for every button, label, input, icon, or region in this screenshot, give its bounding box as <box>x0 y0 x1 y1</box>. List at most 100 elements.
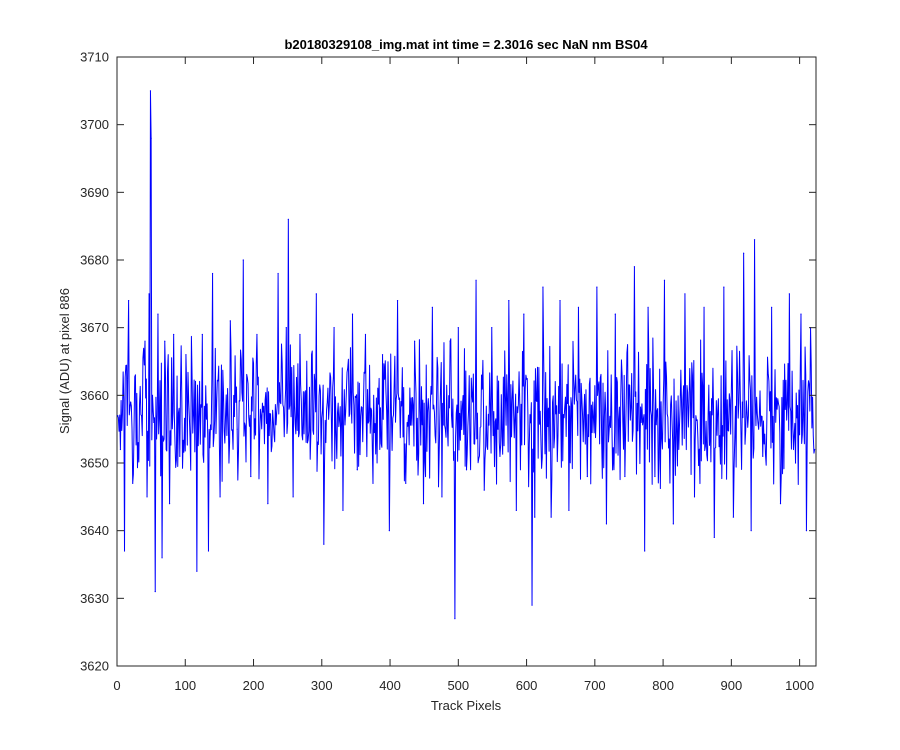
data-point <box>211 272 214 275</box>
data-point <box>703 306 705 308</box>
data-point <box>465 469 468 471</box>
data-point <box>814 448 816 451</box>
series-layer <box>117 90 816 620</box>
data-point <box>323 543 325 545</box>
data-point <box>515 509 517 511</box>
data-point <box>381 354 384 356</box>
data-point <box>723 286 725 288</box>
data-point <box>134 374 137 376</box>
data-point <box>267 503 269 505</box>
data-point <box>128 300 130 302</box>
data-point <box>161 557 163 559</box>
data-point <box>779 503 782 505</box>
data-point <box>713 536 715 539</box>
data-point <box>454 618 456 620</box>
data-point <box>431 306 433 308</box>
data-point <box>132 482 134 484</box>
data-point <box>771 306 773 308</box>
data-point <box>414 340 416 342</box>
data-point <box>457 327 459 329</box>
data-point <box>550 516 552 518</box>
data-point <box>173 333 175 336</box>
data-point <box>596 286 598 288</box>
data-point <box>497 428 499 430</box>
data-point <box>732 516 735 518</box>
data-point <box>315 293 317 295</box>
data-point <box>499 455 501 457</box>
y-axis-label: Signal (ADU) at pixel 886 <box>57 288 72 434</box>
data-point <box>800 313 802 315</box>
y-tick-label: 3630 <box>80 591 109 606</box>
y-axis-ticks: 3620 3630 3640 3650 3660 3670 3680 3690 3700 3710 <box>80 50 816 674</box>
data-point <box>164 340 166 342</box>
x-tick-label: 900 <box>721 678 743 693</box>
data-point <box>684 293 686 295</box>
data-point <box>449 340 451 342</box>
data-point <box>236 428 238 430</box>
data-point <box>299 333 301 336</box>
x-tick-label: 200 <box>243 678 265 693</box>
data-point <box>201 333 203 336</box>
data-point <box>523 313 525 315</box>
data-point <box>256 333 258 336</box>
data-point <box>130 401 132 403</box>
data-point <box>364 333 367 336</box>
data-point <box>196 570 198 572</box>
data-point <box>229 320 231 322</box>
x-tick-label: 0 <box>113 678 120 693</box>
y-tick-label: 3640 <box>80 523 109 538</box>
y-tick-label: 3690 <box>80 185 109 200</box>
data-point <box>219 496 221 498</box>
data-point <box>663 279 666 281</box>
x-tick-label: 700 <box>584 678 606 693</box>
data-point <box>372 482 374 484</box>
y-tick-label: 3620 <box>80 659 109 674</box>
data-point <box>146 496 148 498</box>
data-point <box>624 475 626 478</box>
data-point <box>342 509 344 511</box>
data-point <box>123 550 126 552</box>
data-point <box>207 550 210 552</box>
data-point <box>292 496 294 498</box>
data-point <box>277 272 279 275</box>
data-point <box>185 354 187 356</box>
data-point <box>140 415 143 417</box>
data-point <box>250 475 252 478</box>
data-point <box>508 300 510 302</box>
data-point <box>148 293 150 295</box>
y-tick-label: 3660 <box>80 388 109 403</box>
x-tick-label: 800 <box>652 678 674 693</box>
data-point <box>672 523 674 525</box>
data-point <box>614 313 616 315</box>
data-point <box>577 306 580 308</box>
data-point <box>192 415 195 417</box>
y-tick-label: 3680 <box>80 253 109 268</box>
data-point <box>542 286 544 288</box>
data-point <box>144 340 146 342</box>
data-point <box>168 503 171 505</box>
x-tick-label: 600 <box>516 678 538 693</box>
data-point <box>119 448 122 451</box>
data-point <box>151 394 154 396</box>
y-tick-label: 3710 <box>80 50 109 65</box>
x-axis-ticks: 0 100 200 300 400 500 600 700 800 900 1000 <box>113 57 814 693</box>
chart-title: b20180329108_img.mat int time = 2.3016 s… <box>284 37 648 52</box>
data-point <box>149 90 152 92</box>
y-tick-label: 3670 <box>80 320 109 335</box>
data-point <box>475 279 477 281</box>
data-point <box>287 218 289 220</box>
x-axis-label: Track Pixels <box>431 698 502 713</box>
x-tick-label: 300 <box>311 678 333 693</box>
data-point <box>743 252 745 254</box>
data-point <box>654 475 656 478</box>
data-point <box>788 293 790 295</box>
x-tick-label: 400 <box>379 678 401 693</box>
data-point <box>179 455 181 457</box>
data-point <box>483 489 485 491</box>
data-point <box>150 137 152 139</box>
data-point <box>351 313 354 315</box>
data-point <box>333 327 335 329</box>
data-point <box>534 516 536 518</box>
data-point <box>356 469 358 471</box>
data-point <box>693 496 696 498</box>
